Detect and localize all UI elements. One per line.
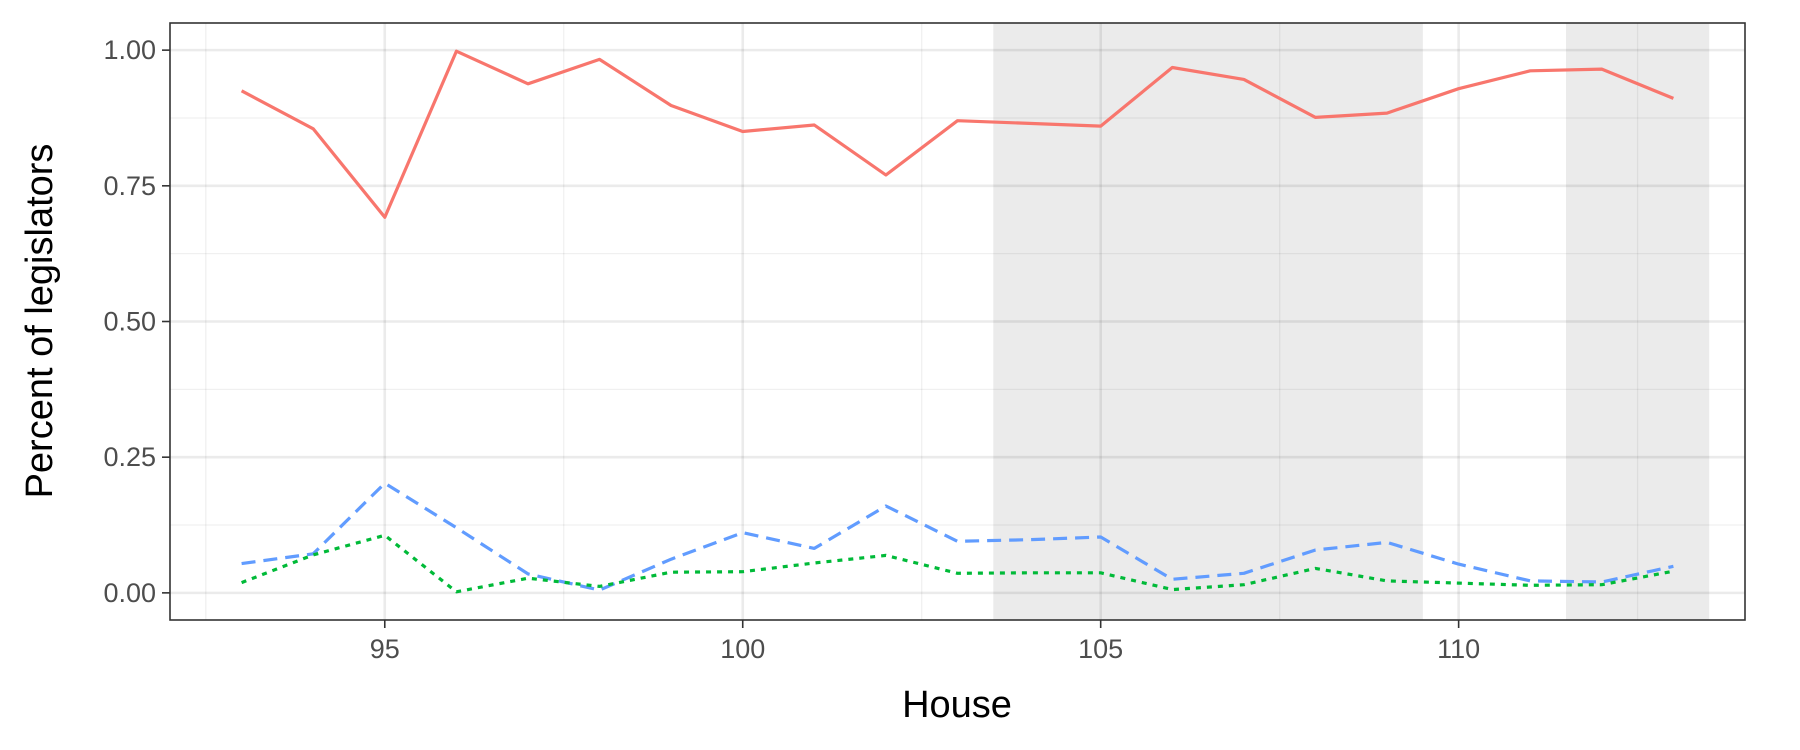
series-line-1: [240, 49, 1675, 219]
x-axis: 95 100 105 110: [370, 620, 1480, 664]
x-tick-label: 95: [370, 634, 400, 664]
x-tick-label: 105: [1078, 634, 1123, 664]
x-tick-label: 100: [720, 634, 765, 664]
y-tick-label: 1.00: [103, 35, 156, 65]
y-tick-label: 0.50: [103, 307, 156, 337]
x-tick-label: 110: [1437, 634, 1480, 664]
y-tick-label: 0.25: [103, 442, 156, 472]
series-lines: [240, 49, 1675, 594]
grid-lines: [170, 23, 1745, 620]
y-tick-label: 0.00: [103, 578, 156, 608]
shaded-region-1: [993, 23, 1423, 620]
series-line-2: [241, 481, 1674, 592]
shaded-region-2: [1566, 23, 1710, 620]
y-axis: 0.00 0.25 0.50 0.75 1.00: [103, 35, 170, 608]
x-axis-title: House: [902, 684, 1012, 726]
y-tick-label: 0.75: [103, 171, 156, 201]
shaded-regions: [993, 23, 1710, 620]
series-line-3: [241, 533, 1674, 594]
y-axis-title: Percent of legislators: [19, 144, 61, 499]
